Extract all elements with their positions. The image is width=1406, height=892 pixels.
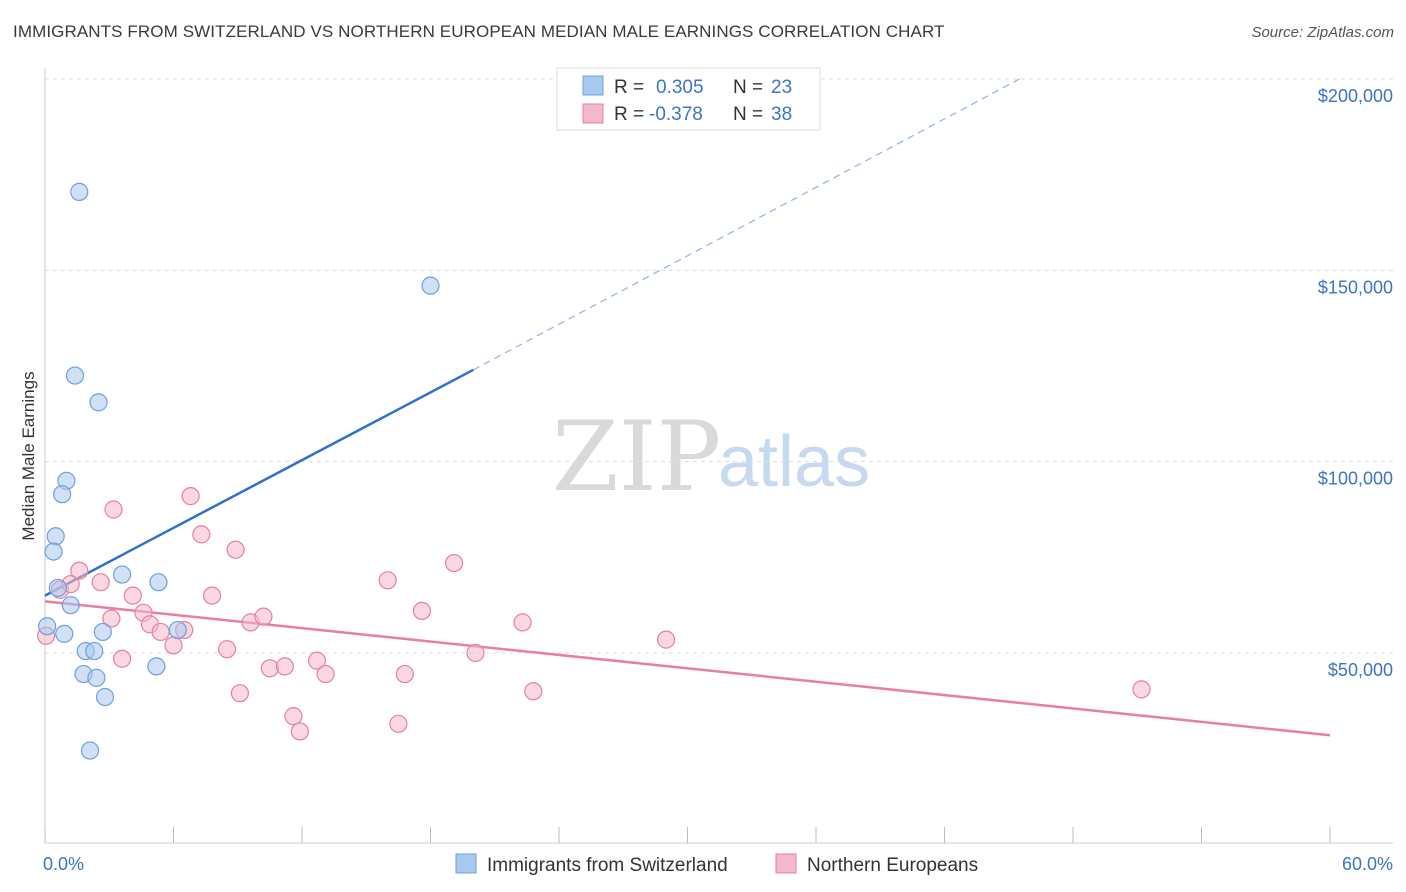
point-northern: [1132, 680, 1151, 699]
point-northern: [513, 613, 532, 632]
y-tick-label: $100,000: [1318, 469, 1393, 489]
point-switzerland: [44, 542, 63, 561]
point-northern: [123, 586, 142, 605]
series-legend-label-northern: Northern Europeans: [807, 855, 978, 876]
point-northern: [254, 607, 273, 626]
point-switzerland: [53, 485, 72, 504]
watermark: ZIP atlas: [552, 401, 870, 513]
legend-n-label: N =: [733, 77, 763, 98]
source-credit: Source: ZipAtlas.com: [1251, 24, 1394, 41]
trend-line-northern: [44, 600, 1331, 737]
point-switzerland: [87, 668, 106, 687]
correlation-legend: R = 0.305 N = 23 R = -0.378 N = 38: [556, 67, 821, 131]
point-northern: [389, 714, 408, 733]
point-switzerland: [65, 366, 85, 385]
trend-line-switzerland: [44, 368, 474, 597]
point-switzerland: [61, 596, 80, 615]
point-northern: [70, 561, 89, 580]
point-switzerland: [89, 393, 108, 412]
point-northern: [307, 651, 327, 670]
point-switzerland: [48, 578, 67, 598]
point-northern: [275, 657, 294, 676]
point-switzerland: [93, 622, 112, 642]
point-northern: [656, 630, 676, 649]
x-tick-label-min: 0.0%: [43, 854, 84, 874]
watermark-zip: ZIP: [552, 401, 721, 513]
point-northern: [284, 707, 303, 726]
legend-n-value: 23: [771, 77, 792, 98]
point-switzerland: [55, 624, 74, 643]
chart-title: IMMIGRANTS FROM SWITZERLAND VS NORTHERN …: [13, 22, 945, 41]
point-northern: [524, 682, 543, 701]
point-northern: [378, 571, 397, 590]
point-northern: [151, 622, 170, 642]
point-northern: [192, 525, 211, 544]
y-tick-label: $150,000: [1318, 277, 1393, 297]
point-northern: [181, 487, 200, 506]
point-northern: [316, 664, 335, 684]
point-switzerland: [80, 741, 100, 760]
legend-r-value: -0.378: [649, 104, 703, 125]
point-northern: [112, 649, 132, 668]
point-northern: [91, 573, 110, 592]
point-switzerland: [95, 687, 115, 707]
point-northern: [102, 609, 121, 628]
y-axis-title: Median Male Earnings: [19, 371, 38, 540]
point-northern: [217, 640, 237, 659]
point-switzerland: [46, 527, 65, 546]
data-points: [36, 182, 1151, 760]
point-switzerland: [168, 620, 187, 640]
gridlines: [45, 78, 1393, 654]
point-switzerland: [112, 565, 132, 584]
point-northern: [444, 553, 464, 573]
y-tick-label: $50,000: [1328, 660, 1393, 680]
point-switzerland: [70, 182, 89, 201]
point-northern: [230, 684, 249, 703]
legend-r-label: R =: [614, 104, 644, 125]
y-tick-label: $200,000: [1318, 86, 1393, 106]
legend-swatch-switzerland: [582, 75, 604, 96]
series-legend: Immigrants from Switzerland Northern Eur…: [455, 853, 978, 876]
point-switzerland: [421, 276, 440, 295]
point-northern: [466, 643, 485, 663]
point-northern: [260, 659, 279, 678]
point-northern: [202, 586, 222, 605]
legend-swatch-northern: [582, 103, 604, 124]
legend-r-value: 0.305: [656, 77, 704, 98]
point-switzerland: [149, 573, 168, 592]
series-legend-swatch-northern: [775, 853, 797, 874]
legend-n-value: 38: [771, 104, 792, 125]
point-northern: [412, 601, 432, 621]
point-switzerland: [147, 657, 166, 676]
point-northern: [104, 500, 123, 519]
y-tick-labels: $50,000 $100,000 $150,000 $200,000: [1318, 86, 1393, 680]
point-northern: [290, 722, 309, 741]
x-tick-label-max: 60.0%: [1342, 854, 1393, 874]
legend-n-label: N =: [733, 104, 763, 125]
series-legend-swatch-switzerland: [455, 853, 477, 874]
point-northern: [164, 636, 183, 655]
series-legend-label-switzerland: Immigrants from Switzerland: [487, 855, 728, 876]
point-switzerland: [85, 641, 104, 661]
point-northern: [395, 664, 414, 684]
point-switzerland: [38, 617, 57, 636]
axes: [44, 68, 1393, 844]
point-northern: [226, 540, 245, 559]
legend-r-label: R =: [614, 77, 644, 98]
